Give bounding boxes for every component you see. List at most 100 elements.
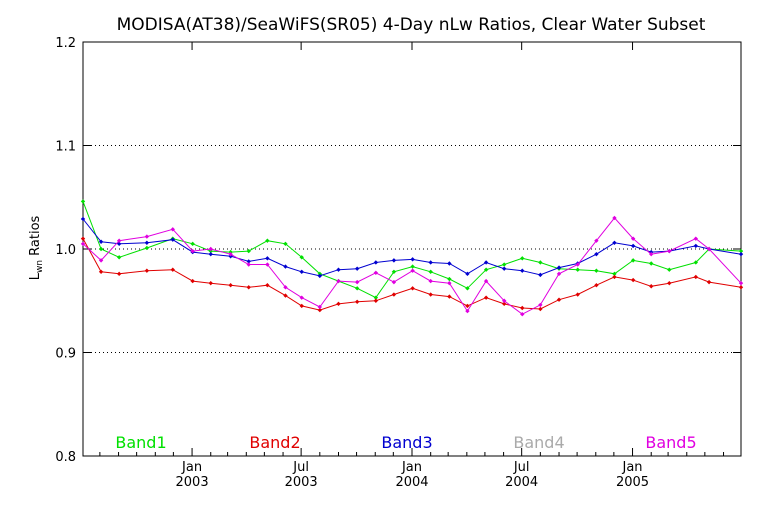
point-band2-28	[612, 274, 617, 280]
point-band2-4	[170, 267, 175, 272]
point-band5-23	[520, 312, 525, 317]
point-band3-18	[428, 260, 433, 265]
point-band3-13	[336, 267, 341, 272]
point-band2-34	[738, 285, 744, 290]
point-band3-17	[410, 257, 415, 262]
point-band3-22	[501, 266, 507, 271]
point-band2-12	[317, 307, 323, 313]
point-band1-27	[594, 268, 599, 273]
point-band5-22	[501, 298, 507, 303]
point-band5-30	[649, 251, 654, 257]
point-band5-29	[630, 236, 636, 241]
point-band5-24	[538, 302, 543, 308]
point-band3-15	[373, 260, 379, 265]
point-band3-2	[116, 241, 122, 247]
x-tick-label-month-1: Jul	[292, 460, 309, 475]
point-band1-17	[410, 264, 415, 269]
point-band5-13	[336, 278, 341, 284]
y-axis-label-rest: Ratios	[28, 215, 43, 260]
point-band5-17	[410, 268, 415, 273]
point-band1-18	[428, 269, 433, 274]
point-band1-22	[501, 262, 507, 267]
legend-entry-band2: Band2	[249, 433, 300, 452]
point-band3-1	[98, 239, 104, 244]
y-axis-label-sub: wn	[35, 260, 45, 273]
point-band3-11	[299, 269, 304, 274]
point-band3-32	[693, 243, 699, 249]
point-band1-2	[116, 255, 122, 260]
point-band3-8	[246, 259, 251, 264]
x-tick-label-month-2: Jan	[401, 460, 422, 475]
point-band5-18	[428, 278, 433, 284]
point-band2-14	[354, 299, 360, 304]
point-band5-4	[170, 227, 175, 232]
point-band5-2	[116, 238, 122, 243]
y-tick-label-4: 1.2	[55, 36, 76, 51]
point-band1-26	[575, 267, 580, 272]
point-band5-8	[246, 262, 251, 267]
legend-entry-band1: Band1	[115, 433, 166, 452]
point-band2-13	[336, 301, 341, 307]
point-band1-10	[283, 241, 288, 247]
point-band1-20	[465, 286, 470, 291]
point-band1-3	[144, 245, 150, 251]
point-band2-32	[693, 274, 699, 280]
point-band2-30	[649, 284, 654, 289]
point-band1-9	[265, 238, 270, 243]
point-band5-19	[447, 280, 452, 286]
point-band3-29	[630, 243, 636, 249]
point-band1-30	[649, 261, 654, 266]
point-band2-20	[465, 303, 470, 309]
point-band1-8	[246, 248, 251, 254]
point-band5-26	[575, 262, 580, 267]
point-band5-32	[693, 236, 699, 241]
point-band2-18	[428, 292, 433, 297]
point-band5-5	[190, 248, 195, 254]
point-band2-15	[373, 298, 379, 303]
point-band3-34	[738, 251, 744, 257]
point-band2-8	[246, 285, 251, 290]
point-band1-11	[299, 255, 304, 260]
point-band2-7	[228, 283, 233, 288]
point-band1-24	[538, 260, 543, 265]
x-tick-label-month-0: Jan	[181, 460, 202, 475]
point-band5-34	[738, 280, 744, 286]
point-band5-0	[80, 241, 86, 247]
point-band5-15	[373, 270, 379, 276]
y-tick-label-1: 0.9	[55, 347, 76, 362]
point-band1-16	[391, 269, 397, 274]
point-band5-12	[317, 304, 323, 310]
point-band5-31	[667, 248, 672, 254]
x-tick-label-year-4: 2005	[616, 475, 649, 490]
point-band1-28	[612, 271, 617, 277]
point-band3-23	[520, 268, 525, 273]
point-band5-16	[391, 279, 397, 285]
point-band1-15	[373, 295, 379, 300]
point-band2-23	[520, 305, 525, 311]
point-band2-24	[538, 306, 543, 312]
point-band3-4	[170, 237, 175, 242]
point-band1-23	[520, 256, 525, 261]
point-band2-29	[630, 277, 636, 283]
point-band1-21	[483, 267, 489, 272]
point-band2-10	[283, 293, 288, 298]
y-axis-label-main: L	[28, 272, 43, 280]
point-band3-10	[283, 264, 288, 269]
point-band3-27	[594, 251, 599, 257]
point-band1-31	[667, 267, 672, 272]
x-tick-label-year-3: 2004	[505, 475, 538, 490]
x-tick-label-year-2: 2004	[395, 475, 428, 490]
point-band2-31	[667, 280, 672, 286]
point-band2-11	[299, 303, 304, 309]
point-band5-11	[299, 295, 304, 300]
point-band5-6	[208, 246, 213, 252]
point-band3-14	[354, 266, 360, 271]
point-band2-33	[706, 279, 712, 285]
y-axis-label: Lwn Ratios	[28, 215, 45, 280]
point-band1-29	[630, 258, 636, 263]
point-band3-28	[612, 240, 617, 245]
point-band5-7	[228, 251, 233, 257]
point-band3-24	[538, 272, 543, 278]
point-band1-5	[190, 241, 195, 247]
